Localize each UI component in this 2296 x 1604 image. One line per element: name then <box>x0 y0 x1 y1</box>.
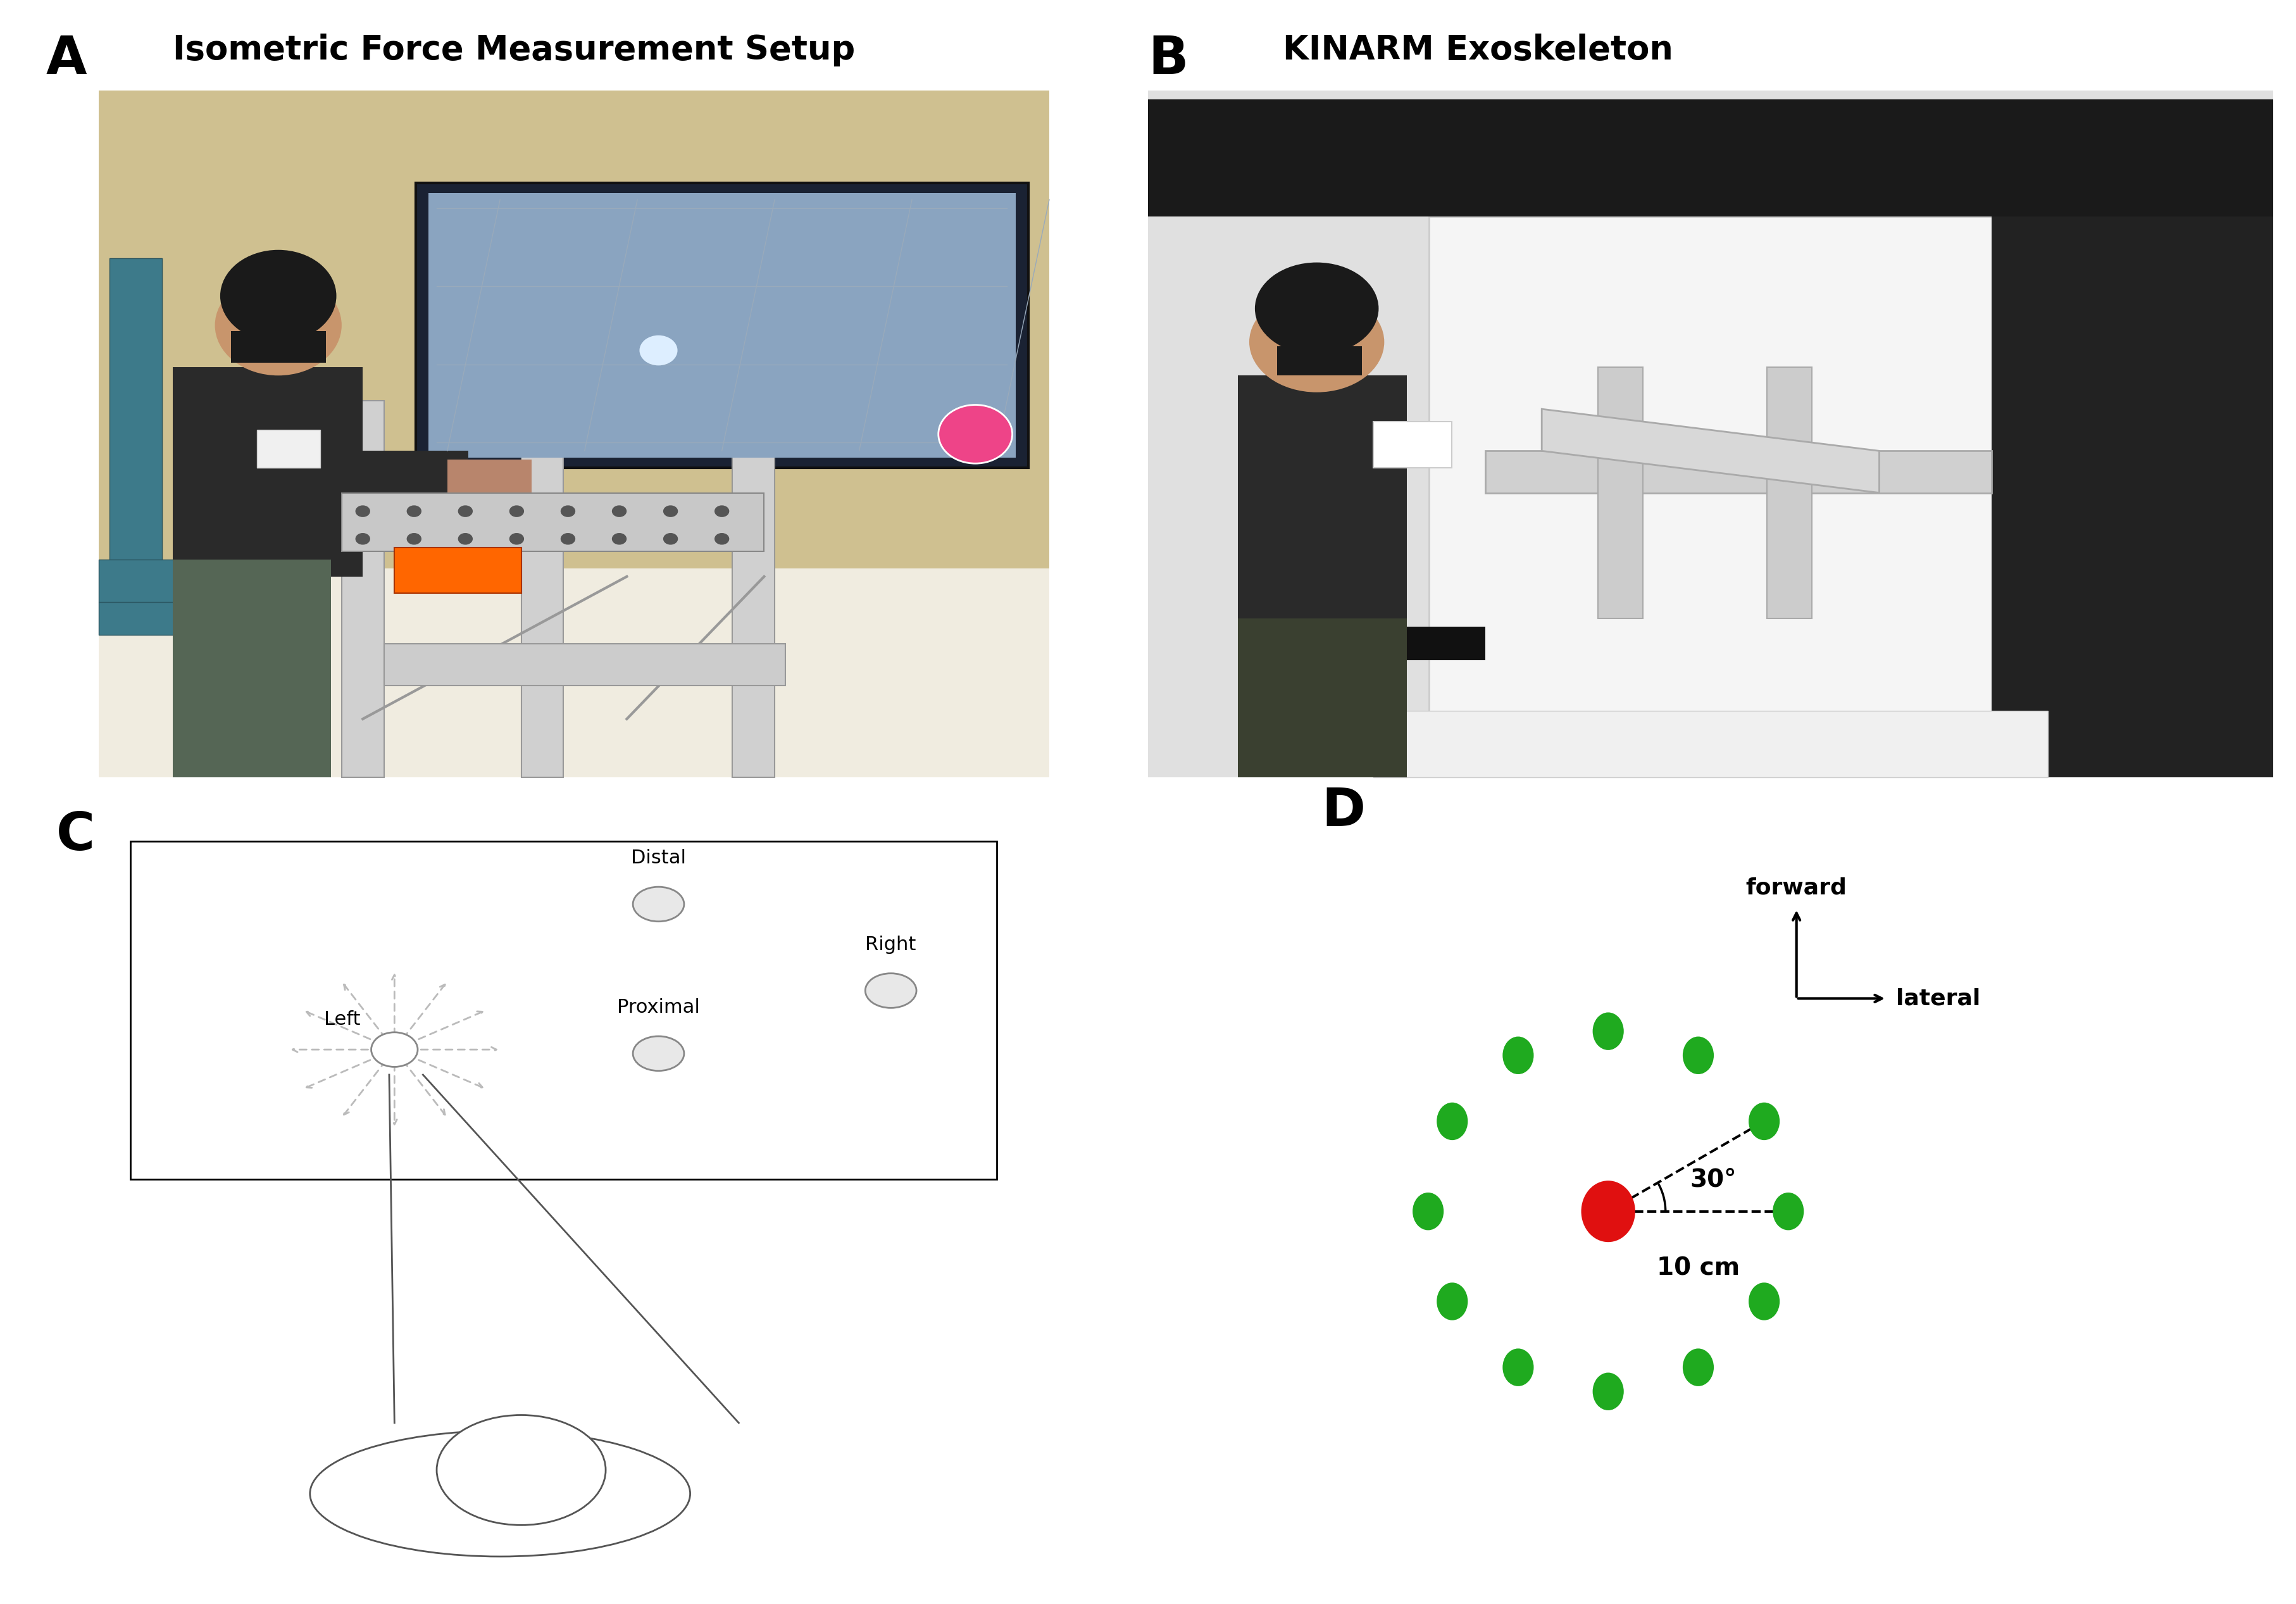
Text: Isometric Force Measurement Setup: Isometric Force Measurement Setup <box>172 34 854 67</box>
Bar <box>732 443 774 778</box>
Bar <box>1428 217 2103 744</box>
Circle shape <box>1249 292 1384 393</box>
Text: Left: Left <box>324 1011 360 1028</box>
Circle shape <box>939 404 1013 464</box>
Text: Proximal: Proximal <box>618 998 700 1017</box>
Bar <box>1993 217 2273 778</box>
Bar <box>342 492 765 552</box>
Text: Distal: Distal <box>631 849 687 868</box>
Circle shape <box>406 505 422 516</box>
Ellipse shape <box>1502 1036 1534 1075</box>
Bar <box>110 258 163 576</box>
Bar <box>1238 619 1407 778</box>
Text: lateral: lateral <box>1896 988 1981 1009</box>
Text: 10 cm: 10 cm <box>1658 1256 1740 1280</box>
Ellipse shape <box>1773 1192 1805 1230</box>
Circle shape <box>1256 263 1378 354</box>
Circle shape <box>611 505 627 516</box>
Bar <box>99 560 310 602</box>
Text: D: D <box>1322 786 1366 837</box>
Bar <box>521 443 563 778</box>
Bar <box>1598 367 1644 619</box>
Bar <box>232 330 326 363</box>
Ellipse shape <box>1750 1102 1779 1140</box>
Ellipse shape <box>866 974 916 1007</box>
Bar <box>99 568 1049 778</box>
Ellipse shape <box>634 887 684 921</box>
Circle shape <box>457 533 473 545</box>
Ellipse shape <box>1437 1102 1467 1140</box>
Bar <box>448 459 533 492</box>
Bar <box>1261 627 1486 661</box>
Circle shape <box>216 274 342 375</box>
Bar <box>310 451 468 492</box>
Ellipse shape <box>310 1431 691 1556</box>
Circle shape <box>664 505 677 516</box>
Text: KINARM Exoskeleton: KINARM Exoskeleton <box>1283 34 1674 67</box>
Ellipse shape <box>1683 1349 1713 1386</box>
Circle shape <box>611 533 627 545</box>
Bar <box>172 560 331 778</box>
Text: A: A <box>46 34 87 85</box>
Ellipse shape <box>1750 1283 1779 1320</box>
Circle shape <box>510 505 523 516</box>
Circle shape <box>714 505 730 516</box>
Text: forward: forward <box>1745 877 1846 898</box>
Ellipse shape <box>1593 1373 1623 1410</box>
Circle shape <box>457 505 473 516</box>
Bar <box>1148 99 2273 217</box>
Text: C: C <box>57 810 94 861</box>
Circle shape <box>560 533 576 545</box>
Bar <box>1373 711 2048 778</box>
Bar <box>1373 422 1451 468</box>
Bar <box>99 602 289 635</box>
Bar <box>257 430 321 468</box>
Text: 30°: 30° <box>1690 1168 1736 1192</box>
Circle shape <box>714 533 730 545</box>
Circle shape <box>356 533 370 545</box>
Bar <box>172 367 363 576</box>
Circle shape <box>560 505 576 516</box>
Bar <box>383 643 785 685</box>
Ellipse shape <box>634 1036 684 1071</box>
Bar <box>429 192 1015 457</box>
Text: Right: Right <box>866 935 916 954</box>
Ellipse shape <box>1502 1349 1534 1386</box>
Circle shape <box>372 1033 418 1067</box>
Circle shape <box>641 335 677 366</box>
Text: B: B <box>1148 34 1189 85</box>
Ellipse shape <box>1412 1192 1444 1230</box>
Ellipse shape <box>1593 1012 1623 1051</box>
Circle shape <box>356 505 370 516</box>
Circle shape <box>406 533 422 545</box>
Bar <box>342 401 383 778</box>
Ellipse shape <box>436 1415 606 1525</box>
Ellipse shape <box>1683 1036 1713 1075</box>
Bar <box>395 547 521 593</box>
Bar <box>99 91 1049 568</box>
Circle shape <box>220 250 338 342</box>
Circle shape <box>510 533 523 545</box>
Ellipse shape <box>1437 1283 1467 1320</box>
Circle shape <box>664 533 677 545</box>
Bar <box>1238 375 1407 627</box>
FancyBboxPatch shape <box>131 840 996 1179</box>
Bar <box>416 183 1029 468</box>
Bar <box>1486 451 1993 492</box>
Bar <box>1277 346 1362 375</box>
Bar <box>1768 367 1812 619</box>
Polygon shape <box>1543 409 1878 492</box>
Ellipse shape <box>1582 1181 1635 1241</box>
